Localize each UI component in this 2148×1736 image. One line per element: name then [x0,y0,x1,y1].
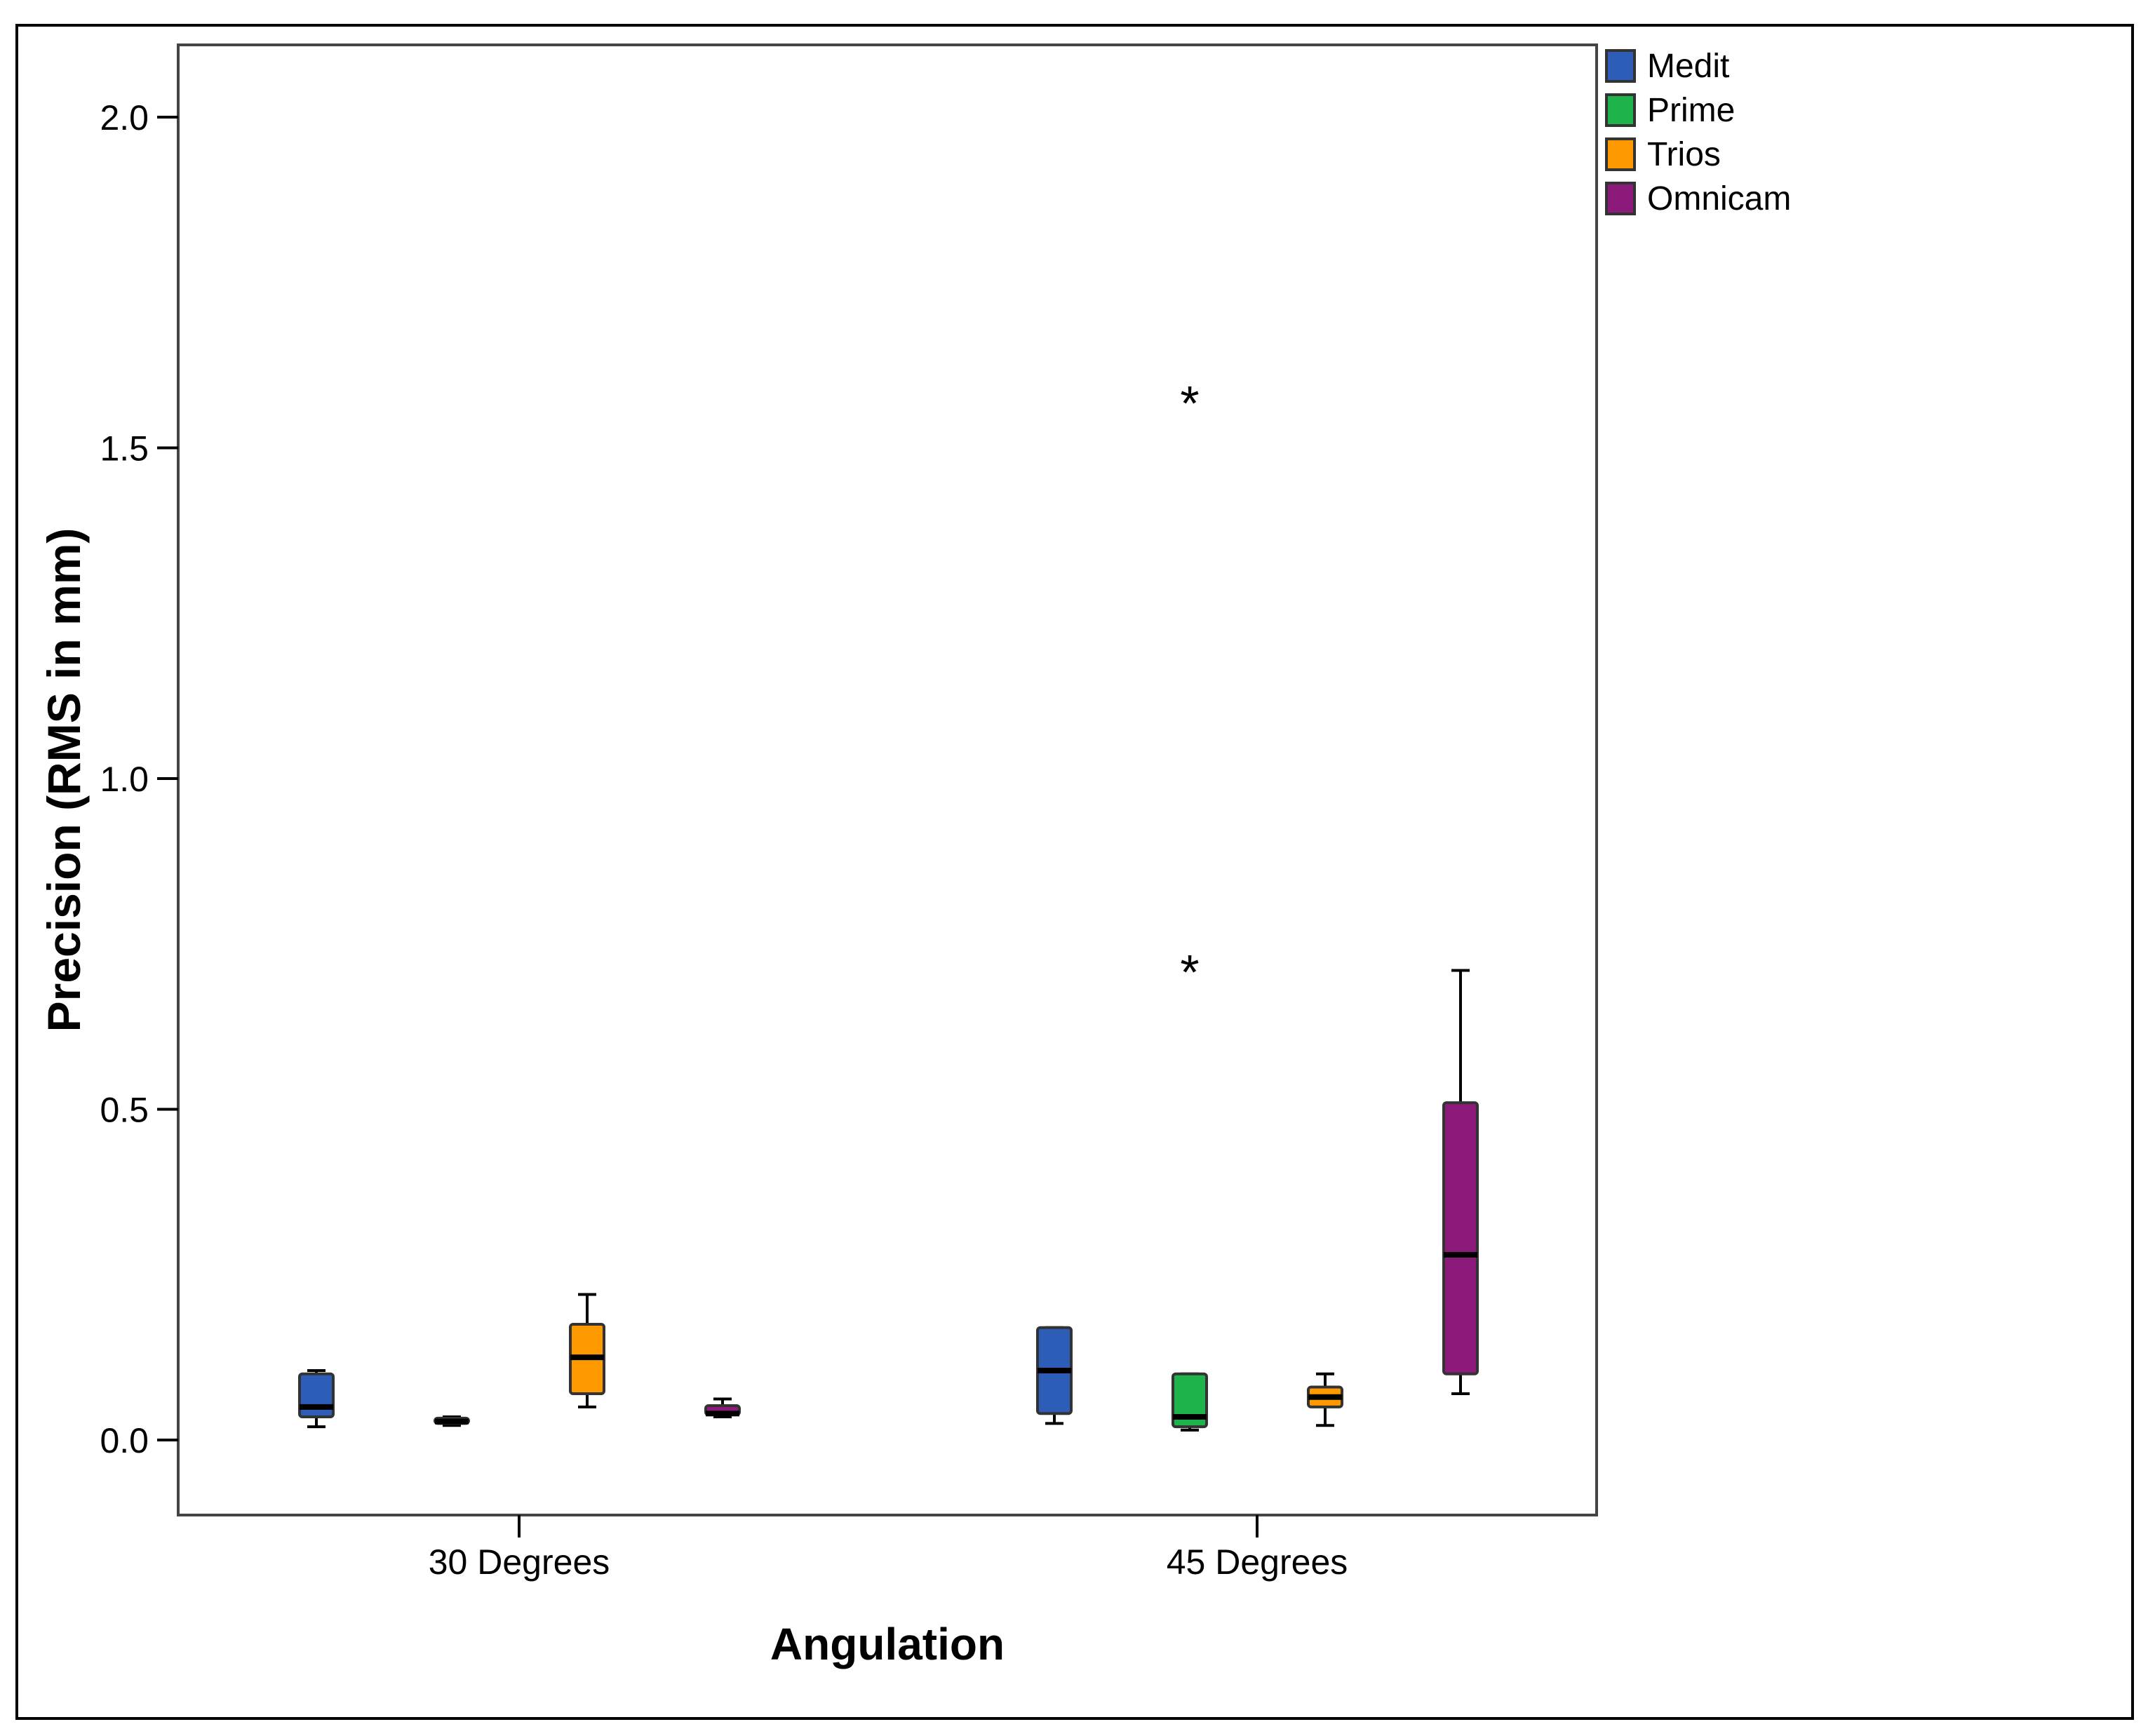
x-tick-label: 45 Degrees [1167,1542,1348,1582]
box-medit [298,1372,335,1418]
x-tick-label: 30 Degrees [429,1542,610,1582]
y-tick-label: 1.0 [100,760,149,799]
y-tick-label: 0.5 [100,1091,149,1130]
y-tick-label: 2.0 [100,98,149,137]
legend-label-medit: Medit [1647,48,1729,85]
x-axis-label: Angulation [770,1619,1005,1669]
legend-label-trios: Trios [1647,136,1721,173]
outlier-star: * [1180,945,1199,1000]
box-prime [1172,1372,1208,1429]
y-axis-label: Precision (RMS in mm) [38,528,90,1032]
y-tick-label: 1.5 [100,429,149,469]
plot-area [177,43,1598,1516]
legend-swatch-prime [1605,93,1636,127]
legend-label-omnicam: Omnicam [1647,180,1791,217]
legend-label-prime: Prime [1647,92,1735,129]
outlier-star: * [1180,376,1199,431]
y-tick-label: 0.0 [100,1421,149,1460]
box-omnicam [1442,1101,1479,1375]
legend-swatch-trios [1605,137,1636,171]
legend-swatch-omnicam [1605,182,1636,215]
legend-swatch-medit [1605,49,1636,83]
